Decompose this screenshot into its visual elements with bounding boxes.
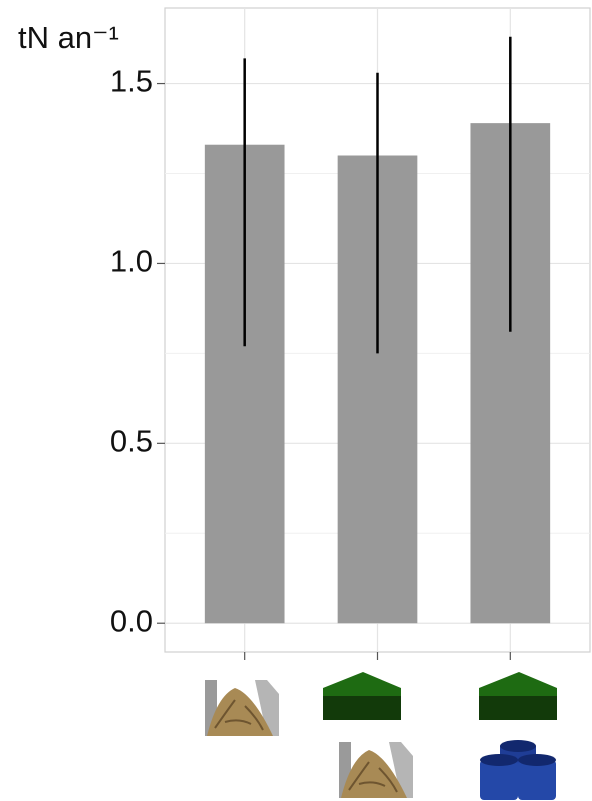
icon-tanks	[480, 740, 556, 800]
icon-manure	[339, 742, 413, 798]
icon-digester	[479, 672, 557, 720]
icon-manure	[205, 680, 279, 736]
y-tick-label: 1.0	[110, 244, 153, 279]
marks	[204, 36, 551, 624]
icon-digester	[323, 672, 401, 720]
y-axis-label: tN an⁻¹	[18, 20, 119, 55]
y-tick-label: 0.0	[110, 603, 153, 638]
y-tick-label: 1.5	[110, 64, 153, 99]
y-tick-label: 0.5	[110, 424, 153, 459]
